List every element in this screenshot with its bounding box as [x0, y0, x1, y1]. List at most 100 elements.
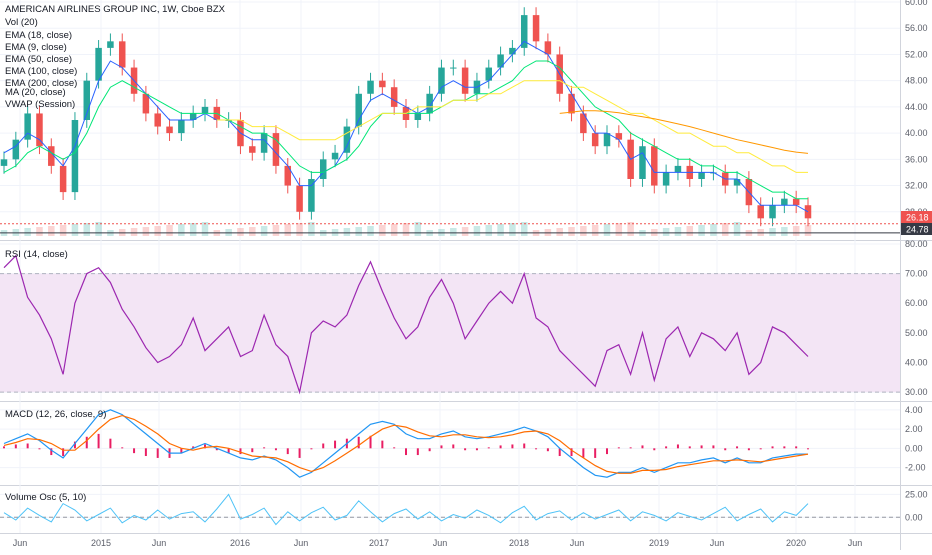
macd-histogram-bar	[606, 448, 608, 455]
macd-histogram-bar	[38, 448, 41, 450]
volosc-line	[3, 493, 809, 526]
candle-body	[438, 67, 445, 94]
volume-bar	[71, 224, 79, 236]
volume-bar	[615, 223, 623, 236]
volume-bar	[627, 222, 634, 236]
candle-body	[0, 159, 8, 166]
volume-bar	[733, 222, 741, 236]
volume-bar	[237, 228, 244, 236]
volume-bar	[272, 225, 280, 236]
macd-histogram-bar	[688, 446, 691, 449]
macd-histogram-bar	[523, 443, 526, 449]
macd-histogram-bar	[180, 448, 183, 454]
candle-body	[568, 93, 575, 114]
volosc-pane[interactable]	[0, 486, 900, 533]
candle-body	[48, 146, 55, 166]
volume-bar	[48, 226, 55, 236]
rsi-tick-label: 30.00	[905, 387, 928, 397]
volume-bar	[520, 222, 528, 236]
indicator-vol[interactable]: Vol (20)	[5, 17, 38, 28]
rsi-label[interactable]: RSI (14, close)	[5, 249, 68, 260]
rsi-tick-label: 50.00	[905, 328, 928, 338]
macd-histogram-bar	[405, 448, 407, 456]
candle-body	[367, 80, 374, 94]
indicator-ema50[interactable]: EMA (50, close)	[5, 54, 72, 65]
macd-label[interactable]: MACD (12, 26, close, 9)	[5, 409, 106, 420]
rsi-tick-label: 40.00	[905, 357, 928, 367]
line-price-label: 24.78	[906, 225, 929, 235]
candle-body	[426, 93, 433, 114]
volosc-label[interactable]: Volume Osc (5, 10)	[5, 492, 86, 503]
macd-histogram-bar	[452, 444, 455, 449]
candle-body	[343, 126, 351, 153]
volume-bar	[485, 225, 493, 236]
macd-histogram-bar	[286, 448, 289, 455]
macd-pane[interactable]	[0, 402, 900, 485]
candle-body	[698, 172, 705, 179]
volume-bar	[698, 225, 705, 236]
volume-bar	[142, 227, 150, 236]
symbol-title[interactable]: AMERICAN AIRLINES GROUP INC, 1W, Cboe BZ…	[5, 4, 226, 15]
macd-histogram-bar	[322, 443, 325, 449]
volosc-tick-label: 0.00	[905, 512, 923, 522]
macd-histogram-bar	[807, 448, 809, 450]
candle-body	[71, 120, 79, 193]
candle-body	[532, 15, 540, 42]
macd-histogram-bar	[263, 447, 266, 449]
macd-tick-label: 4.00	[905, 405, 923, 415]
candle-body	[12, 139, 20, 160]
time-tick-label: Jun	[13, 538, 28, 548]
time-tick-label: 2020	[786, 538, 806, 548]
candle-body	[154, 113, 161, 127]
indicator-ema100[interactable]: EMA (100, close)	[5, 66, 77, 77]
macd-histogram-bar	[759, 448, 762, 450]
candle-body	[450, 67, 457, 69]
volume-bar	[674, 227, 682, 236]
indicator-ema18[interactable]: EMA (18, close)	[5, 30, 72, 41]
macd-histogram-bar	[428, 448, 431, 452]
price-tick-label: 56.00	[905, 23, 928, 33]
macd-histogram-bar	[724, 448, 727, 451]
rsi-tick-label: 60.00	[905, 298, 928, 308]
macd-histogram-bar	[736, 446, 739, 449]
volume-bar	[781, 227, 788, 236]
candle-body	[485, 67, 493, 81]
volume-bar	[367, 226, 374, 236]
candle-body	[520, 15, 528, 48]
price-tick-label: 32.00	[905, 181, 928, 191]
time-tick-label: Jun	[710, 538, 725, 548]
candle-body	[461, 67, 469, 94]
volume-bar	[166, 225, 173, 236]
indicator-ema200[interactable]: EMA (200, close)	[5, 78, 77, 89]
candle-body	[651, 146, 658, 186]
macd-histogram-bar	[215, 448, 218, 451]
time-tick-label: 2018	[509, 538, 529, 548]
rsi-line	[3, 254, 809, 395]
candle-body	[319, 159, 327, 179]
rsi-band	[0, 273, 900, 393]
indicator-ma20[interactable]: MA (20, close)	[5, 87, 66, 98]
macd-tick-label: 0.00	[905, 443, 923, 453]
price-pane[interactable]	[0, 0, 900, 240]
candle-body	[59, 165, 67, 193]
volume-bar	[249, 227, 256, 236]
candle-body	[497, 54, 504, 68]
volume-bar	[260, 226, 268, 236]
volume-bar	[769, 228, 776, 236]
line-price-badge	[901, 223, 932, 235]
volume-bar	[379, 225, 386, 236]
indicator-vwap[interactable]: VWAP (Session)	[5, 99, 75, 110]
volume-bar	[568, 227, 575, 236]
candle-body	[201, 106, 209, 114]
candle-body	[580, 113, 587, 134]
macd-line	[3, 409, 808, 478]
macd-histogram-bar	[274, 448, 277, 451]
macd-histogram-bar	[487, 447, 490, 449]
candle-body	[142, 93, 150, 114]
price-tick-label: 52.00	[905, 49, 928, 59]
last-price-badge	[901, 211, 932, 223]
indicator-ema9[interactable]: EMA (9, close)	[5, 42, 67, 53]
macd-histogram-bar	[239, 448, 242, 455]
volume-bar	[662, 228, 670, 236]
